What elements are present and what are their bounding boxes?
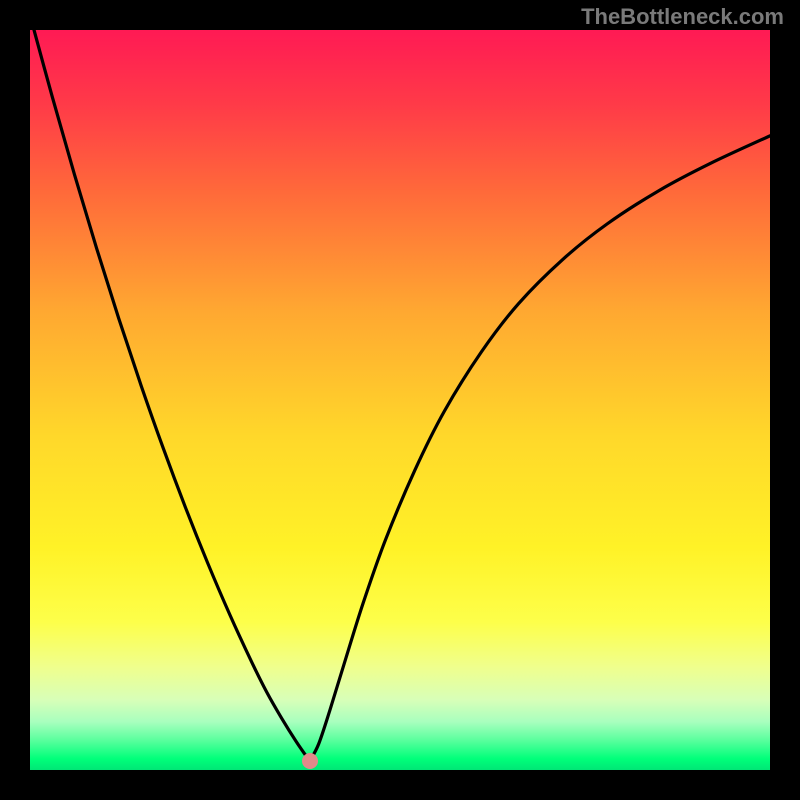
bottleneck-curve: [30, 30, 770, 770]
frame-border-bottom: [0, 770, 800, 800]
frame-border-right: [770, 0, 800, 800]
curve-path: [30, 30, 770, 761]
watermark-text: TheBottleneck.com: [581, 4, 784, 30]
vertex-marker: [302, 753, 318, 769]
plot-area: [30, 30, 770, 770]
frame-border-left: [0, 0, 30, 800]
